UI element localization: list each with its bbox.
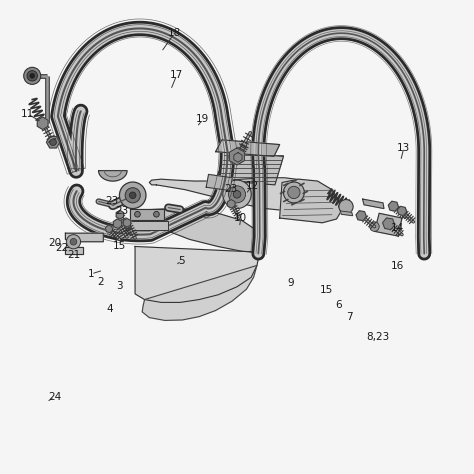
- Circle shape: [70, 238, 77, 245]
- Text: 16: 16: [391, 261, 404, 272]
- Text: 23: 23: [116, 206, 129, 216]
- Polygon shape: [229, 148, 245, 165]
- Circle shape: [370, 222, 379, 231]
- Text: 23: 23: [106, 196, 119, 206]
- Polygon shape: [228, 200, 235, 208]
- Circle shape: [339, 200, 353, 214]
- Text: 24: 24: [48, 392, 61, 402]
- Circle shape: [24, 67, 41, 84]
- Text: 5: 5: [178, 255, 185, 266]
- Circle shape: [288, 186, 300, 199]
- Text: 14: 14: [391, 223, 404, 234]
- Polygon shape: [216, 152, 283, 185]
- Polygon shape: [374, 213, 402, 236]
- Polygon shape: [363, 199, 384, 209]
- Text: 6: 6: [336, 300, 342, 310]
- Text: 15: 15: [113, 241, 126, 252]
- Text: 19: 19: [196, 114, 210, 125]
- Text: 12: 12: [246, 181, 259, 191]
- Circle shape: [119, 182, 146, 209]
- Text: 11: 11: [21, 109, 34, 119]
- Polygon shape: [121, 221, 168, 230]
- Polygon shape: [130, 209, 164, 220]
- Polygon shape: [397, 206, 407, 216]
- Polygon shape: [142, 265, 257, 320]
- Polygon shape: [99, 171, 127, 181]
- Text: 22: 22: [55, 243, 68, 254]
- Polygon shape: [280, 179, 341, 223]
- Circle shape: [283, 182, 304, 203]
- Text: 1: 1: [88, 269, 94, 279]
- Polygon shape: [356, 211, 366, 220]
- Polygon shape: [132, 209, 260, 252]
- Polygon shape: [65, 247, 83, 254]
- Polygon shape: [149, 178, 337, 211]
- Circle shape: [135, 211, 140, 217]
- Circle shape: [125, 188, 140, 203]
- Text: 9: 9: [288, 278, 294, 289]
- Text: 10: 10: [234, 213, 247, 223]
- Polygon shape: [46, 137, 60, 148]
- Text: 17: 17: [170, 70, 183, 80]
- Text: 2: 2: [97, 276, 104, 287]
- Text: 7: 7: [346, 311, 353, 322]
- Circle shape: [50, 139, 56, 146]
- Polygon shape: [383, 218, 395, 229]
- Polygon shape: [340, 211, 353, 216]
- Polygon shape: [65, 233, 103, 242]
- Text: 3: 3: [116, 281, 123, 292]
- Circle shape: [228, 186, 246, 203]
- Circle shape: [154, 211, 159, 217]
- Polygon shape: [206, 174, 232, 191]
- Text: 4: 4: [107, 303, 113, 314]
- Circle shape: [66, 235, 81, 249]
- Text: 21: 21: [67, 250, 80, 260]
- Circle shape: [223, 180, 251, 209]
- Text: 15: 15: [319, 285, 333, 295]
- Polygon shape: [113, 219, 122, 228]
- Circle shape: [229, 150, 243, 164]
- Text: 8,23: 8,23: [366, 332, 390, 343]
- Circle shape: [30, 73, 35, 78]
- Polygon shape: [105, 225, 113, 233]
- Polygon shape: [388, 201, 399, 211]
- Polygon shape: [37, 117, 48, 129]
- Circle shape: [233, 191, 241, 198]
- Polygon shape: [234, 153, 242, 162]
- Polygon shape: [216, 140, 280, 156]
- Text: 18: 18: [168, 28, 181, 38]
- Polygon shape: [116, 210, 124, 219]
- Text: 20: 20: [48, 237, 61, 248]
- Polygon shape: [135, 246, 260, 302]
- Text: 23: 23: [225, 183, 238, 194]
- Polygon shape: [123, 219, 131, 227]
- Circle shape: [129, 192, 136, 199]
- Circle shape: [27, 71, 37, 81]
- Text: 13: 13: [397, 143, 410, 153]
